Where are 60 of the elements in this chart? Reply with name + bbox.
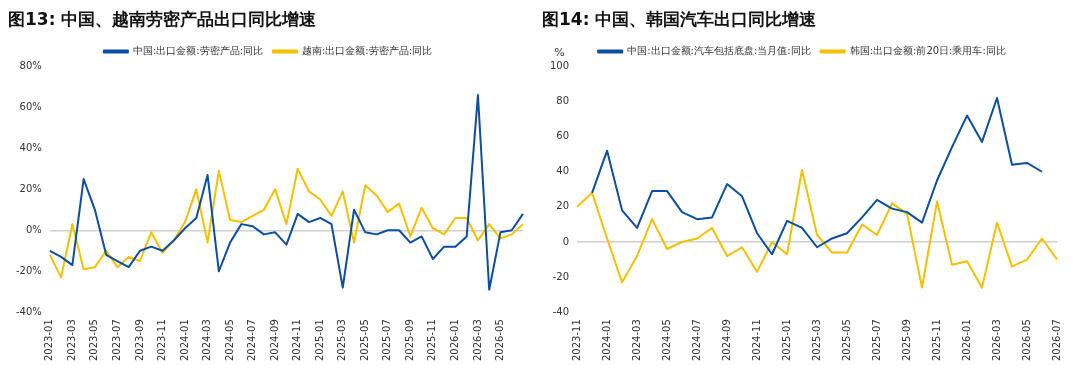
x-tick-label: 2025-01 xyxy=(313,319,325,362)
x-tick-label: 2024-03 xyxy=(201,319,213,362)
y-tick-label: 0 xyxy=(562,235,570,247)
y-tick-label: 20% xyxy=(19,182,42,194)
x-tick-label: 2023-11 xyxy=(570,319,582,362)
x-tick-label: 2026-05 xyxy=(494,319,506,362)
x-tick-label: 2025-09 xyxy=(403,319,415,362)
x-tick-label: 2024-03 xyxy=(630,319,642,362)
y-tick-label: 80% xyxy=(19,59,42,71)
legend-label: 越南:出口金额:劳密产品:同比 xyxy=(302,44,433,56)
y-tick-label: 80 xyxy=(556,95,570,107)
y-tick-label: -20 xyxy=(552,270,570,282)
y-axis-title: % xyxy=(554,45,565,59)
x-tick-label: 2023-03 xyxy=(65,319,77,362)
legend-label: 中国:出口金额:汽车包括底盘:当月值:同比 xyxy=(627,44,811,56)
x-tick-label: 2023-09 xyxy=(133,319,145,362)
x-tick-label: 2023-07 xyxy=(111,319,123,362)
x-tick-label: 2025-07 xyxy=(870,319,882,362)
y-tick-label: 40% xyxy=(19,141,42,153)
x-tick-label: 2025-05 xyxy=(358,319,370,362)
y-tick-label: 20 xyxy=(556,200,570,212)
x-tick-label: 2025-05 xyxy=(840,319,852,362)
x-tick-label: 2024-09 xyxy=(720,319,732,362)
x-tick-label: 2024-07 xyxy=(246,319,258,362)
x-tick-label: 2026-07 xyxy=(1050,319,1062,362)
y-tick-label: -40 xyxy=(552,305,570,317)
x-tick-label: 2024-05 xyxy=(660,319,672,362)
y-tick-label: 60 xyxy=(556,130,570,142)
x-tick-label: 2024-11 xyxy=(750,319,762,362)
y-tick-label: 60% xyxy=(19,100,42,112)
x-tick-label: 2025-11 xyxy=(930,319,942,362)
y-tick-label: -40% xyxy=(15,305,42,317)
x-tick-label: 2025-01 xyxy=(780,319,792,362)
y-tick-label: -20% xyxy=(15,264,42,276)
x-tick-label: 2025-09 xyxy=(900,319,912,362)
y-tick-label: 0% xyxy=(25,223,42,235)
x-tick-label: 2026-01 xyxy=(960,319,972,362)
x-tick-label: 2023-01 xyxy=(43,319,55,362)
x-tick-label: 2025-03 xyxy=(810,319,822,362)
x-tick-label: 2024-11 xyxy=(291,319,303,362)
x-tick-label: 2026-03 xyxy=(990,319,1002,362)
legend-label: 中国:出口金额:劳密产品:同比 xyxy=(132,44,263,56)
x-tick-label: 2024-09 xyxy=(268,319,280,362)
y-tick-label: 40 xyxy=(556,165,570,177)
x-tick-label: 2025-11 xyxy=(426,319,438,362)
x-tick-label: 2024-05 xyxy=(223,319,235,362)
x-tick-label: 2024-01 xyxy=(600,319,612,362)
x-tick-label: 2025-07 xyxy=(381,319,393,362)
x-tick-label: 2023-11 xyxy=(156,319,168,362)
x-tick-label: 2023-05 xyxy=(88,319,100,362)
x-tick-label: 2024-01 xyxy=(178,319,190,362)
chart-title: 图13: 中国、越南劳密产品出口同比增速 xyxy=(8,8,317,29)
x-tick-label: 2026-05 xyxy=(1020,319,1032,362)
x-tick-label: 2024-07 xyxy=(690,319,702,362)
chart-title: 图14: 中国、韩国汽车出口同比增速 xyxy=(542,8,817,29)
x-tick-label: 2026-03 xyxy=(471,319,483,362)
y-tick-label: 100 xyxy=(549,59,570,71)
x-tick-label: 2025-03 xyxy=(336,319,348,362)
x-tick-label: 2026-01 xyxy=(449,319,460,362)
legend-label: 韩国:出口金额:前20日:乘用车:同比 xyxy=(849,44,1006,56)
